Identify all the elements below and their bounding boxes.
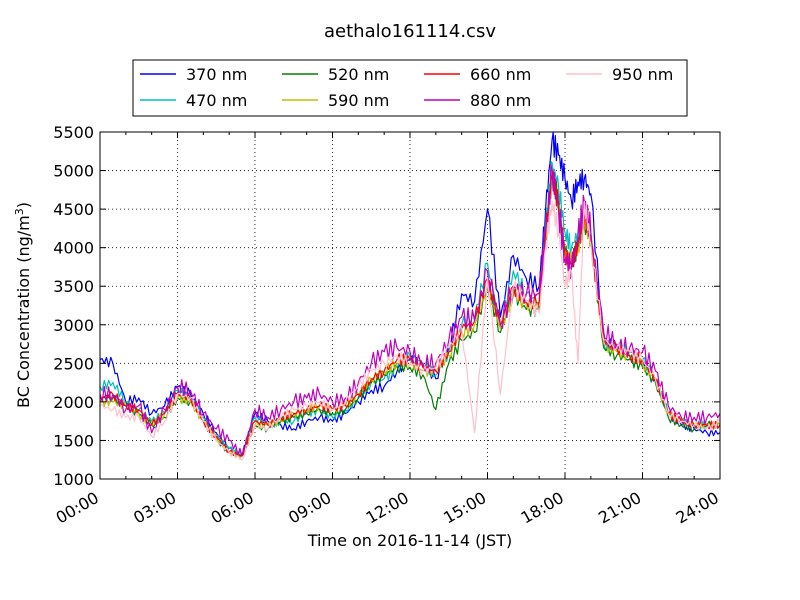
x-tick-label-7: 21:00 — [595, 488, 644, 528]
y-axis-label-main: BC Concentration (ng/m — [14, 215, 33, 408]
y-tick-label-5: 3500 — [53, 277, 94, 296]
series-group — [99, 131, 721, 461]
x-tick-label-1: 03:00 — [130, 488, 179, 528]
y-tick-label-1: 1500 — [53, 431, 94, 450]
y-tick-label-4: 3000 — [53, 316, 94, 335]
x-tick-label-3: 09:00 — [285, 488, 334, 528]
x-tick-label-4: 12:00 — [363, 488, 412, 528]
x-tick-label-8: 24:00 — [673, 488, 722, 528]
x-axis-label: Time on 2016-11-14 (JST) — [307, 531, 512, 550]
y-tick-label-3: 2500 — [53, 354, 94, 373]
y-axis-label-sup: 3 — [13, 208, 26, 215]
legend-box — [132, 59, 688, 117]
x-tick-label-5: 15:00 — [440, 488, 489, 528]
legend-label-370-nm: 370 nm — [186, 65, 247, 84]
legend-label-880-nm: 880 nm — [470, 91, 531, 110]
legend-label-950-nm: 950 nm — [612, 65, 673, 84]
y-tick-label-6: 4000 — [53, 239, 94, 258]
y-tick-label-8: 5000 — [53, 162, 94, 181]
y-tick-label-9: 5500 — [53, 123, 94, 142]
y-tick-labels: 1000 1500 2000 2500 3000 3500 4000 4500 5000 5500 — [53, 123, 94, 489]
y-axis-label-end: ) — [14, 202, 33, 208]
series-line-880-nm — [99, 164, 721, 457]
legend-label-470-nm: 470 nm — [186, 91, 247, 110]
x-tick-label-6: 18:00 — [518, 488, 567, 528]
y-tick-label-0: 1000 — [53, 470, 94, 489]
legend-label-660-nm: 660 nm — [470, 65, 531, 84]
tick-marks — [99, 131, 721, 480]
y-tick-label-2: 2000 — [53, 393, 94, 412]
legend-label-590-nm: 590 nm — [328, 91, 389, 110]
series-line-520-nm — [100, 172, 721, 457]
y-tick-label-7: 4500 — [53, 200, 94, 219]
y-axis-label: BC Concentration (ng/m3) — [13, 202, 34, 408]
x-tick-label-2: 06:00 — [208, 488, 257, 528]
grid-lines — [100, 132, 720, 479]
series-line-660-nm — [99, 170, 721, 457]
x-tick-label-0: 00:00 — [53, 488, 102, 528]
legend-label-520-nm: 520 nm — [328, 65, 389, 84]
x-tick-labels: 00:00 03:00 06:00 09:00 12:00 15:00 18:00 21:00… — [53, 488, 722, 528]
legend: 370 nm 470 nm 520 nm 590 nm 660 nm 880 nm 950 … — [132, 59, 688, 117]
chart-title: aethalo161114.csv — [324, 21, 496, 42]
series-line-950-nm — [99, 200, 721, 461]
